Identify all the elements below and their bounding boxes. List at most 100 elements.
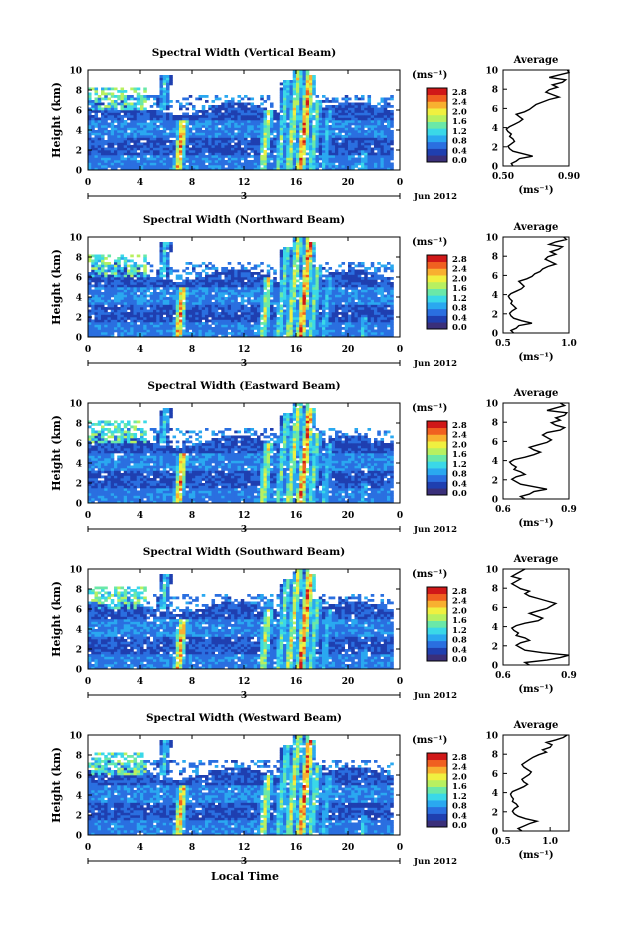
heatmap-cell <box>227 157 232 161</box>
heatmap-cell <box>97 299 102 303</box>
heatmap-cell <box>227 269 232 273</box>
heatmap-cell <box>325 289 329 293</box>
heatmap-cell <box>250 102 255 106</box>
heatmap-cell <box>312 277 316 280</box>
heatmap-cell <box>94 312 99 315</box>
heatmap-cell <box>237 309 242 313</box>
heatmap-cell <box>175 155 180 158</box>
heatmap-cell <box>175 157 180 161</box>
heatmap-cell <box>208 262 212 265</box>
heatmap-cell <box>97 155 102 158</box>
heatmap-cell <box>292 110 297 113</box>
heatmap-cell <box>361 97 365 101</box>
heatmap-cell <box>315 140 320 143</box>
heatmap-cell <box>234 107 238 111</box>
heatmap-cell <box>257 304 261 308</box>
heatmap-cell <box>266 160 271 163</box>
heatmap-cell <box>159 130 164 133</box>
heatmap-cell <box>357 160 362 163</box>
heatmap-cell <box>143 272 147 275</box>
heatmap-cell <box>231 132 235 136</box>
heatmap-cell <box>172 165 177 168</box>
heatmap-cell <box>354 162 359 166</box>
heatmap-cell <box>88 150 92 153</box>
heatmap-cell <box>244 150 248 153</box>
heatmap-cell <box>361 112 365 116</box>
heatmap-cell <box>211 317 216 320</box>
heatmap-cell <box>361 137 365 141</box>
heatmap-cell <box>140 299 144 303</box>
heatmap-cell <box>299 105 303 108</box>
heatmap-cell <box>227 110 232 113</box>
heatmap-cell <box>211 127 216 131</box>
heatmap-cell <box>127 317 131 320</box>
heatmap-cell <box>198 322 203 325</box>
heatmap-cell <box>208 294 212 298</box>
heatmap-cell <box>224 135 229 138</box>
heatmap-cell <box>335 279 339 283</box>
heatmap-cell <box>172 135 177 138</box>
heatmap-cell <box>133 117 138 121</box>
heatmap-cell <box>169 282 173 285</box>
heatmap-cell <box>253 142 258 146</box>
heatmap-cell <box>208 274 212 278</box>
heatmap-cell <box>169 127 173 131</box>
heatmap-cell <box>244 334 248 338</box>
heatmap-cell <box>240 314 245 318</box>
heatmap-cell <box>175 297 180 300</box>
heatmap-cell <box>296 239 300 243</box>
heatmap-cell <box>309 317 313 320</box>
heatmap-cell <box>322 309 326 313</box>
heatmap-cell <box>237 162 242 166</box>
heatmap-cell <box>143 122 147 126</box>
heatmap-cell <box>276 317 281 320</box>
heatmap-cell <box>149 157 154 161</box>
heatmap-cell <box>331 117 336 121</box>
heatmap-cell <box>361 115 365 118</box>
heatmap-cell <box>133 130 138 133</box>
heatmap-cell <box>88 132 92 136</box>
heatmap-cell <box>166 309 170 313</box>
heatmap-cell <box>195 304 199 308</box>
heatmap-cell <box>169 304 173 308</box>
heatmap-cell <box>185 132 190 136</box>
heatmap-cell <box>237 152 242 156</box>
x-tick-label: 12 <box>238 178 251 188</box>
heatmap-cell <box>117 267 121 270</box>
heatmap-cell <box>205 309 209 313</box>
heatmap-cell <box>195 120 199 123</box>
heatmap-cell <box>279 105 284 108</box>
heatmap-cell <box>156 120 160 123</box>
heatmap-cell <box>354 130 359 133</box>
heatmap-cell <box>114 157 118 161</box>
heatmap-cell <box>136 87 141 91</box>
heatmap-cell <box>364 165 368 168</box>
heatmap-cell <box>266 284 271 288</box>
heatmap-cell <box>91 307 95 310</box>
heatmap-cell <box>240 110 245 113</box>
heatmap-cell <box>253 145 258 148</box>
heatmap-cell <box>198 294 203 298</box>
heatmap-cell <box>335 289 339 293</box>
heatmap-cell <box>237 100 242 103</box>
heatmap-cell <box>172 167 177 171</box>
heatmap-cell <box>312 157 316 161</box>
heatmap-cell <box>250 155 255 158</box>
heatmap-cell <box>289 92 294 96</box>
heatmap-cell <box>344 167 349 171</box>
heatmap-cell <box>270 167 274 171</box>
heatmap-cell <box>107 267 112 270</box>
heatmap-cell <box>318 292 323 295</box>
heatmap-cell <box>218 145 222 148</box>
heatmap-cell <box>273 302 277 305</box>
heatmap-cell <box>309 82 313 86</box>
colorbar-tick-label: 2.0 <box>452 107 467 117</box>
heatmap-cell <box>107 329 112 333</box>
heatmap-cell <box>302 145 307 148</box>
heatmap-cell <box>266 322 271 325</box>
heatmap-cell <box>208 112 212 116</box>
heatmap-cell <box>192 269 196 273</box>
heatmap-cell <box>247 317 251 320</box>
heatmap-cell <box>244 115 248 118</box>
heatmap-cell <box>283 132 287 136</box>
